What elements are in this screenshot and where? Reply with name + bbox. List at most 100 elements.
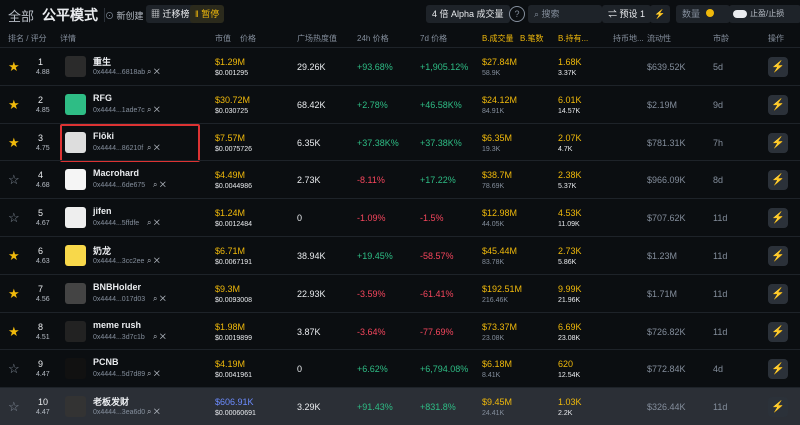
token-address[interactable]: 0x4444...6de675	[93, 182, 146, 190]
buy-button[interactable]: ⚡	[768, 94, 788, 115]
column-header[interactable]: 7d 价格	[420, 34, 448, 43]
column-header[interactable]: 操作	[768, 34, 784, 43]
column-header[interactable]: B.成交量	[482, 34, 514, 43]
token-address[interactable]: 0x4444...5ffdfe	[93, 220, 140, 228]
tool-icons[interactable]: ⌕ ✕	[153, 293, 166, 303]
amount-box[interactable]: 数量	[676, 5, 730, 23]
token-address[interactable]: 0x4444...5d7d89	[93, 371, 146, 379]
star[interactable]: ★	[8, 323, 20, 339]
star[interactable]: ☆	[8, 399, 20, 415]
buy-button[interactable]: ⚡	[768, 359, 788, 380]
token-name[interactable]: Macrohard	[93, 168, 140, 179]
buy-button[interactable]: ⚡	[768, 170, 788, 191]
avatar[interactable]	[65, 245, 86, 266]
buy-button[interactable]: ⚡	[768, 208, 788, 229]
column-header[interactable]: 24h 价格	[357, 34, 389, 43]
flash-button[interactable]: ⚡	[650, 5, 670, 23]
token-address[interactable]: 0x4444...3cc2ee	[93, 258, 145, 265]
column-header[interactable]: 市龄	[713, 34, 729, 43]
avatar[interactable]	[65, 131, 86, 153]
buy-button[interactable]: ⚡	[768, 132, 788, 153]
volume: $45.44M	[482, 246, 518, 256]
tool-icons[interactable]: ⌕ ✕	[153, 331, 166, 341]
star[interactable]: ☆	[8, 361, 20, 377]
avatar[interactable]	[65, 282, 86, 304]
table-row[interactable]: ☆ 9 4.47 PCNB 0x4444...5d7d89 ⌕ ✕ $4.19M $0.004…	[0, 349, 800, 388]
table-row[interactable]: ☆ 10 4.47 老板发财 0x4444...3ea6d0 ⌕ ✕ $606.91K $0.…	[0, 387, 800, 425]
token-address[interactable]: 0x4444...6818ab	[93, 69, 146, 76]
search-box[interactable]: ⌕ 搜索	[528, 5, 602, 23]
table-row[interactable]: ★ 7 4.56 BNBHolder 0x4444...017d03 ⌕ ✕ $9.3M $0…	[0, 273, 800, 313]
buy-button[interactable]: ⚡	[768, 283, 788, 304]
table-row[interactable]: ★ 6 4.63 奶龙 0x4444...3cc2ee ⌕ ✕ $6.71M $0.00671…	[0, 236, 800, 275]
buy-button[interactable]: ⚡	[768, 57, 788, 77]
token-name[interactable]: 奶龙	[93, 246, 112, 256]
token-name[interactable]: meme rush	[93, 319, 142, 330]
avatar[interactable]	[65, 56, 86, 77]
star[interactable]: ★	[8, 59, 20, 74]
market-cap: $7.57M	[215, 132, 246, 143]
token-name[interactable]: 重生	[93, 57, 112, 67]
table-row[interactable]: ★ 3 4.75 Flōki 0x4444...86210f ⌕ ✕ $7.57M $0.00…	[0, 122, 800, 162]
tool-icons[interactable]: ⌕ ✕	[153, 180, 166, 190]
tool-icons[interactable]: ⌕ ✕	[147, 142, 160, 152]
star[interactable]: ★	[8, 96, 20, 112]
token-name[interactable]: Flōki	[93, 130, 115, 141]
preset-button[interactable]: ⇌ 预设 1	[602, 5, 652, 23]
table-row[interactable]: ★ 2 4.85 RFG 0x4444...1ade7c ⌕ ✕ $30.72M $0.030…	[0, 84, 800, 124]
avatar[interactable]	[65, 169, 86, 191]
tool-icons[interactable]: ⌕ ✕	[147, 104, 160, 114]
token-address[interactable]: 0x4444...017d03	[93, 295, 146, 303]
tab-fair[interactable]: 公平模式	[42, 7, 98, 23]
buy-button[interactable]: ⚡	[768, 321, 788, 342]
column-header[interactable]: 价格	[240, 34, 256, 43]
token-name[interactable]: RFG	[93, 92, 112, 103]
token-name[interactable]: 老板发财	[93, 397, 130, 408]
star[interactable]: ☆	[8, 210, 20, 226]
column-header[interactable]: B.笔数	[520, 34, 544, 43]
migrate-button[interactable]: ▦ 迁移榜	[146, 5, 195, 23]
holders: 4.53K	[558, 208, 582, 219]
help-icon[interactable]: ?	[509, 6, 525, 22]
tool-icons[interactable]: ⌕ ✕	[147, 369, 160, 379]
buy-button[interactable]: ⚡	[768, 246, 788, 266]
avatar[interactable]	[65, 320, 86, 342]
tab-all[interactable]: 全部	[8, 9, 35, 24]
avatar[interactable]	[65, 396, 86, 418]
token-name[interactable]: BNBHolder	[93, 281, 142, 292]
column-header[interactable]: 市值	[215, 34, 231, 43]
tool-icons[interactable]: ⌕ ✕	[147, 256, 160, 265]
tpsl-toggle[interactable]: 止盈/止损	[729, 5, 800, 23]
table-row[interactable]: ☆ 4 4.68 Macrohard 0x4444...6de675 ⌕ ✕ $4.49M $…	[0, 160, 800, 199]
table-row[interactable]: ☆ 5 4.67 jifen 0x4444...5ffdfe ⌕ ✕ $1.24M $0.00…	[0, 198, 800, 237]
buy-button[interactable]: ⚡	[768, 397, 788, 418]
change-24h: -3.59%	[357, 288, 386, 299]
column-header[interactable]: 流动性	[647, 34, 671, 43]
column-header[interactable]: 持币地...	[613, 34, 644, 43]
token-address[interactable]: 0x4444...3ea6d0	[93, 409, 146, 417]
avatar[interactable]	[65, 207, 86, 229]
token-name[interactable]: PCNB	[93, 357, 119, 368]
star[interactable]: ★	[8, 285, 20, 301]
avatar[interactable]	[65, 93, 86, 115]
tool-icons[interactable]: ⌕ ✕	[147, 67, 160, 76]
avatar[interactable]	[65, 358, 86, 380]
pause-button[interactable]: ǁ 暂停	[190, 5, 225, 23]
column-header[interactable]: 详情	[60, 34, 76, 43]
token-address[interactable]: 0x4444...86210f	[93, 144, 144, 152]
new-button[interactable]: ⊙ 新创建	[105, 11, 144, 21]
star[interactable]: ☆	[8, 172, 20, 188]
tool-icons[interactable]: ⌕ ✕	[147, 218, 160, 228]
token-address[interactable]: 0x4444...1ade7c	[93, 106, 145, 114]
token-address[interactable]: 0x4444...3d7c1b	[93, 333, 145, 341]
tool-icons[interactable]: ⌕ ✕	[147, 407, 160, 417]
table-row[interactable]: ★ 8 4.51 meme rush 0x4444...3d7c1b ⌕ ✕ $1.98M $…	[0, 311, 800, 351]
column-header[interactable]: B.持有...	[558, 34, 589, 43]
column-header[interactable]: 广场热度值	[297, 34, 337, 43]
star[interactable]: ★	[8, 134, 20, 150]
column-header[interactable]: 排名 / 评分	[8, 34, 47, 43]
token-name[interactable]: jifen	[93, 206, 112, 217]
star[interactable]: ★	[8, 248, 20, 263]
alpha-button[interactable]: 4 倍 Alpha 成交量	[426, 5, 510, 23]
table-row[interactable]: ★ 1 4.88 重生 0x4444...6818ab ⌕ ✕ $1.29M $0.00129…	[0, 47, 800, 86]
